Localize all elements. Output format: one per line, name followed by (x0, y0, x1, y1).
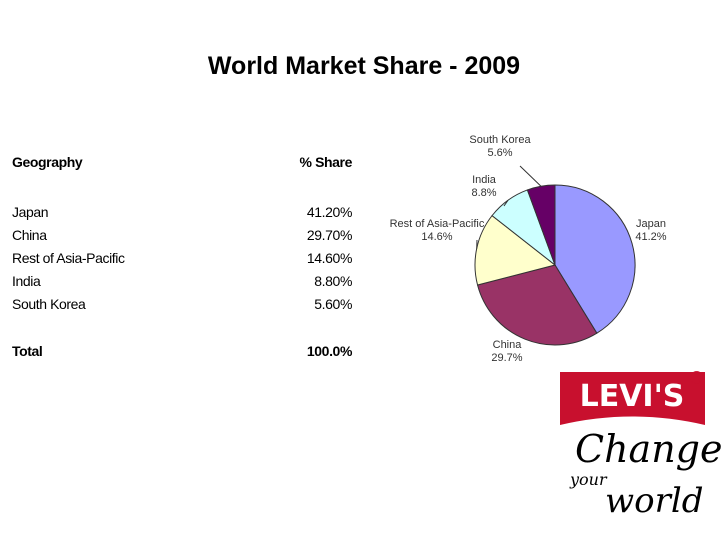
slide-title: World Market Share - 2009 (207, 52, 521, 80)
pie-label-name: South Korea (469, 134, 531, 146)
pie-label: Rest of Asia-Pacific 14.6% (389, 218, 485, 244)
logo-line2: your (569, 470, 608, 489)
pie-label-name: Rest of Asia-Pacific (389, 218, 485, 230)
pie-label-name: Japan (636, 218, 666, 230)
header-cell: Geography (12, 154, 83, 170)
pie-label-value: 8.8% (471, 187, 497, 199)
row-label: Rest of Asia-Pacific (12, 250, 125, 266)
pie-slice (554, 184, 636, 334)
leader-line (503, 200, 509, 207)
pie-label: India 8.8% (436, 174, 532, 200)
header-cell: % Share (299, 154, 353, 170)
logo-line3: world (605, 481, 703, 521)
row-label: China (12, 227, 47, 243)
row-value: 14.60% (306, 250, 352, 266)
pie-label-value: 5.6% (487, 147, 513, 159)
row-value: 29.70% (306, 227, 352, 243)
row-label: India (12, 273, 41, 289)
pie-label: South Korea 5.6% (452, 134, 548, 160)
pie-label-name: China (492, 339, 522, 351)
row-value: 8.80% (314, 273, 352, 289)
logo-registered: ® (690, 368, 703, 388)
logo-brand: LEVI'S (580, 379, 685, 414)
pie-label-value: 14.6% (421, 231, 453, 243)
pie-label-value: 29.7% (491, 352, 523, 364)
pie-label-value: 41.2% (635, 231, 667, 243)
row-label: Japan (12, 204, 49, 220)
logo-line1: Change (575, 427, 723, 471)
leader-line (519, 165, 542, 187)
row-value: 41.20% (306, 204, 352, 220)
pie-label: Japan 41.2% (603, 218, 699, 244)
row-label: South Korea (12, 296, 86, 312)
pie-label: China 29.7% (459, 339, 555, 365)
row-value: 5.60% (314, 296, 352, 312)
pie-label-name: India (472, 174, 496, 186)
pie-slice (476, 264, 598, 346)
total-value: 100.0% (306, 343, 352, 359)
total-label: Total (12, 343, 43, 359)
logo-batwing (560, 372, 705, 425)
